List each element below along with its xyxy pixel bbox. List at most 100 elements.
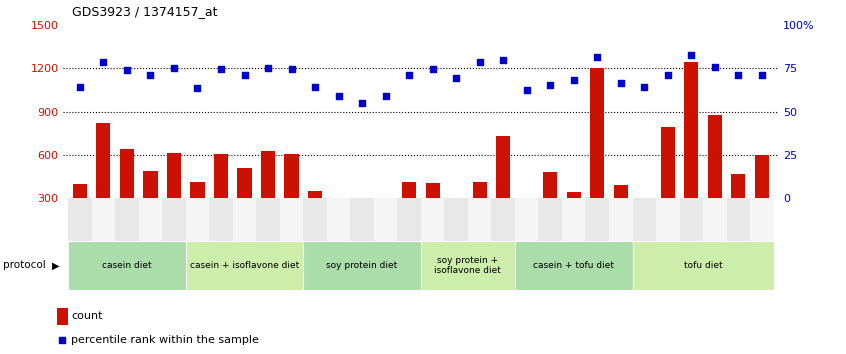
Text: tofu diet: tofu diet bbox=[684, 261, 722, 270]
Bar bbox=[684, 62, 698, 242]
Point bbox=[332, 93, 345, 98]
Bar bbox=[214, 154, 228, 242]
Point bbox=[168, 65, 181, 71]
Bar bbox=[186, 198, 209, 241]
Point bbox=[497, 57, 510, 63]
Bar bbox=[69, 241, 186, 290]
Bar bbox=[633, 241, 773, 290]
Bar bbox=[58, 308, 68, 325]
Bar bbox=[332, 202, 346, 242]
Bar bbox=[96, 123, 111, 242]
Bar bbox=[515, 198, 538, 241]
Bar bbox=[398, 198, 420, 241]
Point bbox=[638, 84, 651, 90]
Bar bbox=[519, 232, 534, 242]
Text: casein + isoflavone diet: casein + isoflavone diet bbox=[190, 261, 299, 270]
Bar bbox=[591, 68, 604, 242]
Point bbox=[661, 72, 674, 78]
Bar bbox=[656, 198, 679, 241]
Bar bbox=[708, 115, 722, 242]
Point bbox=[379, 93, 393, 98]
Bar bbox=[233, 198, 256, 241]
Point bbox=[190, 86, 204, 91]
Point bbox=[308, 84, 321, 90]
Bar bbox=[162, 198, 186, 241]
Bar bbox=[355, 205, 369, 242]
Bar bbox=[280, 198, 304, 241]
Bar bbox=[304, 241, 420, 290]
Text: soy protein +
isoflavone diet: soy protein + isoflavone diet bbox=[435, 256, 502, 275]
Bar bbox=[420, 198, 444, 241]
Bar bbox=[167, 153, 181, 242]
Point bbox=[214, 66, 228, 72]
Point bbox=[614, 80, 628, 85]
Point bbox=[73, 84, 86, 90]
Bar bbox=[585, 198, 609, 241]
Bar bbox=[378, 204, 393, 242]
Bar bbox=[261, 150, 275, 242]
Point bbox=[520, 87, 534, 93]
Text: soy protein diet: soy protein diet bbox=[327, 261, 398, 270]
Bar bbox=[567, 193, 581, 242]
Bar bbox=[637, 209, 651, 242]
Bar bbox=[496, 136, 510, 242]
Bar bbox=[755, 155, 769, 242]
Bar bbox=[731, 174, 745, 242]
Bar bbox=[468, 198, 492, 241]
Bar bbox=[492, 198, 515, 241]
Point bbox=[355, 100, 369, 105]
Bar bbox=[284, 154, 299, 242]
Bar bbox=[420, 241, 515, 290]
Point bbox=[591, 55, 604, 60]
Bar bbox=[515, 241, 633, 290]
Point bbox=[567, 78, 580, 83]
Bar bbox=[91, 198, 115, 241]
Text: ▶: ▶ bbox=[52, 261, 59, 270]
Point bbox=[449, 75, 463, 81]
Point bbox=[708, 64, 722, 69]
Bar bbox=[679, 198, 703, 241]
Bar bbox=[69, 198, 91, 241]
Bar bbox=[139, 198, 162, 241]
Bar bbox=[304, 198, 327, 241]
Bar bbox=[73, 184, 87, 242]
Point bbox=[543, 82, 557, 88]
Bar bbox=[727, 198, 750, 241]
Bar bbox=[190, 182, 205, 242]
Point bbox=[144, 72, 157, 78]
Bar bbox=[402, 182, 416, 242]
Text: count: count bbox=[71, 312, 102, 321]
Point bbox=[732, 73, 745, 78]
Point bbox=[349, 233, 362, 238]
Bar bbox=[426, 183, 440, 242]
Bar bbox=[115, 198, 139, 241]
Bar bbox=[374, 198, 398, 241]
Bar bbox=[613, 185, 628, 242]
Point bbox=[261, 65, 275, 71]
Bar bbox=[609, 198, 633, 241]
Bar bbox=[562, 198, 585, 241]
Bar bbox=[238, 168, 251, 242]
Point bbox=[473, 59, 486, 65]
Text: protocol: protocol bbox=[3, 261, 46, 270]
Bar bbox=[473, 182, 486, 242]
Bar bbox=[661, 127, 675, 242]
Bar bbox=[444, 198, 468, 241]
Bar bbox=[543, 172, 558, 242]
Text: casein + tofu diet: casein + tofu diet bbox=[533, 261, 614, 270]
Text: GDS3923 / 1374157_at: GDS3923 / 1374157_at bbox=[72, 5, 217, 18]
Bar bbox=[144, 171, 157, 242]
Text: casein diet: casein diet bbox=[102, 261, 151, 270]
Point bbox=[285, 66, 299, 72]
Point bbox=[755, 72, 769, 78]
Point bbox=[403, 72, 416, 78]
Point bbox=[238, 72, 251, 78]
Bar bbox=[120, 149, 134, 242]
Bar bbox=[538, 198, 562, 241]
Bar bbox=[350, 198, 374, 241]
Bar bbox=[633, 198, 656, 241]
Point bbox=[96, 59, 110, 65]
Bar bbox=[308, 191, 322, 242]
Bar bbox=[449, 214, 464, 242]
Bar bbox=[209, 198, 233, 241]
